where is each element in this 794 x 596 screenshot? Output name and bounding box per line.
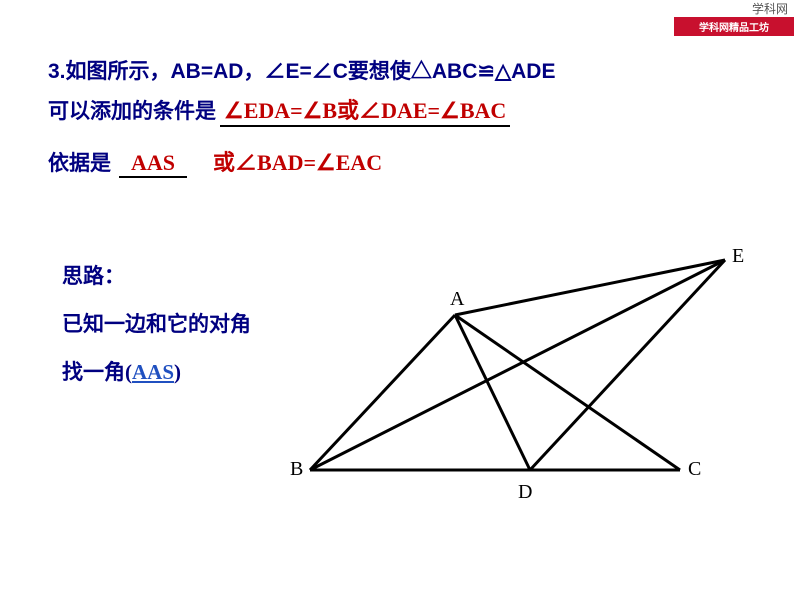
problem-line1: 3.如图所示，AB=AD，∠E=∠C要想使△ABC≌△ADE bbox=[48, 55, 754, 85]
thought-block: 思路： 已知一边和它的对角 找一角(AAS) bbox=[62, 260, 251, 404]
watermark: 学科网 学科网精品工坊 bbox=[674, 0, 794, 35]
problem-content: 3.如图所示，AB=AD，∠E=∠C要想使△ABC≌△ADE 可以添加的条件是 … bbox=[48, 55, 754, 178]
line2-prefix: 可以添加的条件是 bbox=[48, 95, 216, 125]
problem-line2: 可以添加的条件是 ∠EDA=∠B或∠DAE=∠BAC bbox=[48, 93, 754, 127]
svg-text:E: E bbox=[732, 245, 744, 267]
watermark-logo-text: 学科网 bbox=[674, 0, 794, 17]
thought-line2-prefix: 找一角 bbox=[62, 360, 125, 384]
paren-open: ( bbox=[125, 360, 132, 384]
svg-text:B: B bbox=[290, 458, 303, 480]
triangle-diagram: A B C D E bbox=[280, 240, 750, 525]
svg-text:D: D bbox=[518, 481, 532, 503]
aas-link[interactable]: AAS bbox=[132, 360, 174, 384]
line3-answer: AAS bbox=[119, 150, 187, 178]
thought-line1: 已知一边和它的对角 bbox=[62, 308, 251, 338]
line3-prefix: 依据是 bbox=[48, 147, 111, 177]
svg-text:A: A bbox=[450, 288, 465, 310]
watermark-banner: 学科网精品工坊 bbox=[674, 17, 794, 36]
paren-close: ) bbox=[174, 360, 181, 384]
diagram-svg: A B C D E bbox=[280, 240, 750, 520]
thought-line2: 找一角(AAS) bbox=[62, 356, 251, 386]
line2-answer: ∠EDA=∠B或∠DAE=∠BAC bbox=[220, 93, 510, 127]
line3-alt: 或∠BAD=∠EAC bbox=[213, 145, 382, 177]
problem-line3: 依据是 AAS 或∠BAD=∠EAC bbox=[48, 145, 754, 178]
thought-heading: 思路： bbox=[62, 260, 251, 290]
svg-text:C: C bbox=[688, 458, 701, 480]
